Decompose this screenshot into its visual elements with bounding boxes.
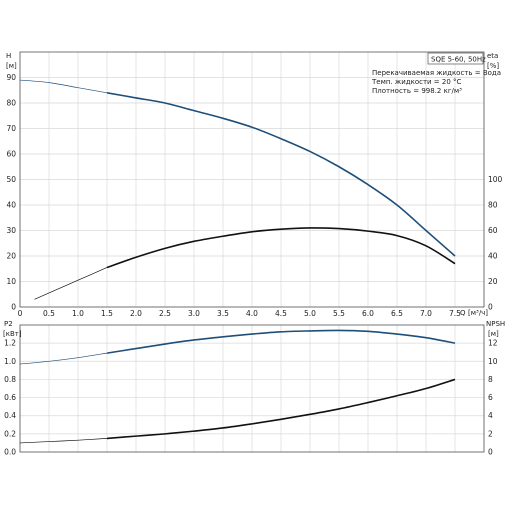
bottom-left-axis-label: P2 bbox=[4, 320, 13, 328]
right-tick-label: 100 bbox=[488, 175, 503, 184]
note-density: Плотность = 998.2 кг/м³ bbox=[372, 87, 462, 95]
x-tick-label: 3.0 bbox=[188, 309, 200, 318]
x-tick-label: 5.0 bbox=[304, 309, 316, 318]
right-tick-label: 12 bbox=[488, 339, 498, 348]
series-1-extended-line bbox=[19, 438, 108, 444]
right-tick-label: 2 bbox=[488, 429, 493, 438]
x-tick-label: 2.0 bbox=[130, 309, 142, 318]
top-x-tick-labels: 0 0.5 1.0 1.5 2.0 2.5 3.0 3.5 4.0 4.5 5.0 5.5 6.0 6.5… bbox=[18, 309, 462, 318]
bottom-plot-frame bbox=[19, 324, 485, 453]
right-tick-label: 4 bbox=[488, 411, 493, 420]
series-1-extended-line bbox=[34, 267, 108, 300]
x-axis-label-unit: [м³/ч] bbox=[468, 309, 488, 317]
left-tick-label: 30 bbox=[6, 226, 16, 235]
model-title: SQE 5-60, 50Hz bbox=[431, 56, 486, 64]
left-tick-label: 0.2 bbox=[4, 429, 16, 438]
top-left-axis-unit: [м] bbox=[6, 62, 17, 70]
top-right-axis-unit: [%] bbox=[487, 62, 499, 70]
x-tick-label: 6.0 bbox=[362, 309, 374, 318]
top-left-tick-labels: 0 10 20 30 40 50 60 70 80 90 bbox=[6, 73, 16, 312]
bottom-right-axis-label: NPSH bbox=[486, 320, 505, 328]
right-tick-label: 20 bbox=[488, 277, 498, 286]
top-left-axis-label: H bbox=[6, 52, 11, 60]
power-npsh-panel: 0.0 0.2 0.4 0.6 0.8 1.0 1.2 0 2 4 6 8 10 12 P2 [кВт]… bbox=[3, 320, 505, 457]
x-tick-label: 1.0 bbox=[72, 309, 84, 318]
series-0-extended-line bbox=[19, 352, 108, 365]
left-tick-label: 1.2 bbox=[4, 339, 16, 348]
left-tick-label: 0 bbox=[11, 303, 16, 312]
top-right-tick-labels: 0 20 40 60 80 100 bbox=[488, 175, 503, 312]
left-tick-label: 70 bbox=[6, 124, 16, 133]
left-tick-label: 0.8 bbox=[4, 375, 16, 384]
bottom-right-axis-unit: [м] bbox=[488, 330, 499, 338]
x-tick-label: 1.5 bbox=[101, 309, 113, 318]
x-tick-label: 0 bbox=[18, 309, 23, 318]
left-tick-label: 60 bbox=[6, 150, 16, 159]
left-tick-label: 40 bbox=[6, 201, 16, 210]
series-0-line bbox=[106, 329, 456, 354]
right-tick-label: 60 bbox=[488, 226, 498, 235]
top-plot-frame bbox=[19, 51, 485, 308]
left-tick-label: 90 bbox=[6, 73, 16, 82]
x-tick-label: 7.0 bbox=[420, 309, 432, 318]
note-liquid: Перекачиваемая жидкость = Вода bbox=[372, 69, 501, 77]
right-tick-label: 10 bbox=[488, 357, 498, 366]
x-tick-label: 4.5 bbox=[275, 309, 287, 318]
right-tick-label: 40 bbox=[488, 252, 498, 261]
x-tick-label: 6.5 bbox=[391, 309, 403, 318]
left-tick-label: 50 bbox=[6, 175, 16, 184]
bottom-left-tick-labels: 0.0 0.2 0.4 0.6 0.8 1.0 1.2 bbox=[4, 339, 16, 457]
note-temperature: Темп. жидкости = 20 °C bbox=[371, 78, 462, 86]
left-tick-label: 80 bbox=[6, 99, 16, 108]
model-label-box bbox=[427, 52, 484, 65]
x-tick-label: 3.5 bbox=[217, 309, 229, 318]
left-tick-label: 0.4 bbox=[4, 411, 16, 420]
left-tick-label: 20 bbox=[6, 252, 16, 261]
bottom-left-axis-unit: [кВт] bbox=[3, 330, 22, 338]
x-tick-label: 2.5 bbox=[159, 309, 171, 318]
bottom-curves bbox=[19, 329, 456, 444]
right-tick-label: 0 bbox=[488, 303, 493, 312]
series-0-extended-line bbox=[19, 79, 108, 94]
x-tick-label: 0.5 bbox=[43, 309, 55, 318]
left-tick-label: 0.6 bbox=[4, 393, 16, 402]
left-tick-label: 1.0 bbox=[4, 357, 16, 366]
right-tick-label: 0 bbox=[488, 448, 493, 457]
series-1-line bbox=[106, 378, 456, 440]
series-1-line bbox=[106, 227, 456, 269]
right-tick-label: 6 bbox=[488, 393, 493, 402]
left-tick-label: 0.0 bbox=[4, 448, 16, 457]
head-efficiency-panel: 0 10 20 30 40 50 60 70 80 90 0 20 40 60 80 100 0 0.5 1.0… bbox=[6, 51, 503, 318]
series-0-line bbox=[106, 92, 456, 257]
x-axis-label-short: Q bbox=[460, 309, 466, 317]
x-tick-label: 5.5 bbox=[333, 309, 345, 318]
right-tick-label: 8 bbox=[488, 375, 493, 384]
top-right-axis-label: eta bbox=[487, 52, 498, 60]
bottom-grid bbox=[19, 325, 485, 453]
x-tick-label: 7.5 bbox=[449, 309, 461, 318]
bottom-right-tick-labels: 0 2 4 6 8 10 12 bbox=[488, 339, 498, 457]
left-tick-label: 10 bbox=[6, 277, 16, 286]
right-tick-label: 80 bbox=[488, 201, 498, 210]
top-curves bbox=[19, 79, 456, 300]
x-tick-label: 4.0 bbox=[246, 309, 258, 318]
